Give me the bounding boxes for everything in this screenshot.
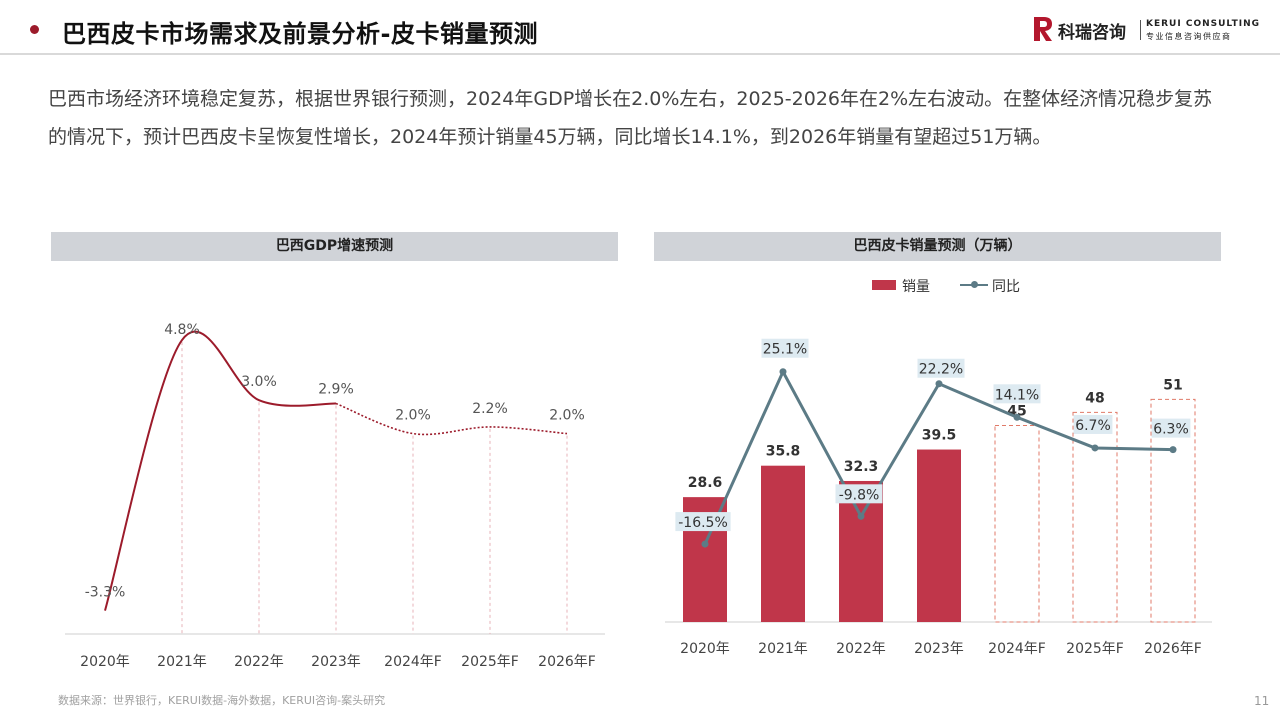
yoy-data-label: 25.1%	[763, 342, 807, 358]
legend-yoy-label: 同比	[992, 279, 1020, 295]
yoy-point	[1169, 446, 1177, 454]
sales-bar	[839, 480, 883, 622]
yoy-label-bg	[835, 484, 883, 504]
gdp-x-tick-label: 2021年	[157, 654, 207, 670]
yoy-point	[779, 368, 787, 376]
sales-x-tick-label: 2024年F	[988, 641, 1046, 657]
legend-dot-swatch	[971, 281, 978, 288]
yoy-label-bg	[1151, 418, 1191, 438]
gdp-data-label: 2.0%	[549, 408, 585, 424]
sales-bar-label: 35.8	[766, 444, 801, 460]
sales-bar-label: 32.3	[844, 459, 879, 475]
sales-bar-forecast	[1072, 411, 1118, 623]
page-header: 巴西皮卡市场需求及前景分析-皮卡销量预测 科瑞咨询 KERUI CONSULTI…	[0, 0, 1280, 58]
gdp-x-tick-label: 2022年	[234, 654, 284, 670]
yoy-point	[701, 540, 709, 548]
yoy-data-label: 6.7%	[1075, 418, 1111, 434]
sales-chart-header: 巴西皮卡销量预测（万辆）	[654, 232, 1221, 261]
gdp-x-tick-label: 2026年F	[538, 654, 596, 670]
sales-x-tick-label: 2026年F	[1144, 641, 1202, 657]
yoy-point	[1013, 413, 1021, 421]
gdp-x-tick-label: 2024年F	[384, 654, 442, 670]
sales-x-tick-label: 2020年	[680, 641, 730, 657]
gdp-x-tick-label: 2020年	[80, 654, 130, 670]
yoy-data-label: -9.8%	[839, 487, 880, 503]
logo-r-icon	[1034, 17, 1052, 41]
yoy-data-label: 22.2%	[919, 362, 963, 378]
sales-bar-label: 39.5	[922, 428, 957, 444]
data-source-note: 数据来源：世界银行，KERUI数据-海外数据，KERUI咨询-案头研究	[58, 694, 386, 707]
sales-bar-label: 48	[1085, 390, 1104, 406]
yoy-label-bg	[917, 358, 965, 378]
sales-bar-label: 51	[1163, 377, 1182, 393]
yoy-data-label: -16.5%	[678, 515, 728, 531]
sales-x-tick-label: 2023年	[914, 641, 964, 657]
yoy-data-label: 14.1%	[995, 387, 1039, 403]
sales-chart: 28.635.832.339.5454851-16.5%25.1%-9.8%22…	[665, 338, 1212, 657]
gdp-data-label: 4.8%	[164, 322, 200, 338]
yoy-data-label: 6.3%	[1153, 422, 1189, 438]
gdp-chart: -3.3% 4.8% 3.0% 2.9% 2.0% 2.2% 2.0% 2020年 2021年 2…	[65, 322, 605, 670]
yoy-label-bg	[993, 384, 1041, 404]
sales-bar-forecast	[994, 425, 1040, 623]
legend-sales-label: 销量	[902, 279, 930, 295]
sales-bar-forecast	[1150, 398, 1196, 623]
gdp-x-tick-label: 2023年	[311, 654, 361, 670]
sales-x-tick-label: 2025年F	[1066, 641, 1124, 657]
sales-x-tick-label: 2021年	[758, 641, 808, 657]
yoy-point	[935, 380, 943, 388]
gdp-data-label: 2.9%	[318, 382, 354, 398]
gdp-data-label: -3.3%	[85, 585, 126, 601]
yoy-label-bg	[761, 338, 809, 358]
gdp-data-label: 3.0%	[241, 374, 277, 390]
gdp-chart-header: 巴西GDP增速预测	[51, 232, 618, 261]
logo-separator	[1140, 20, 1141, 40]
sales-bar	[761, 465, 805, 622]
gdp-x-tick-label: 2025年F	[461, 654, 519, 670]
logo-cn-text: 科瑞咨询	[1058, 23, 1126, 43]
sales-bar-label: 28.6	[688, 475, 723, 491]
gdp-line-forecast	[335, 402, 568, 436]
yoy-label-bg	[1073, 414, 1113, 434]
sales-bar	[917, 449, 961, 622]
page-title: 巴西皮卡市场需求及前景分析-皮卡销量预测	[62, 20, 538, 48]
logo-en-subtext: 专业信息咨询供应商	[1146, 32, 1232, 41]
yoy-point	[857, 512, 865, 520]
legend-bar-swatch	[872, 280, 896, 290]
header-divider	[0, 53, 1280, 55]
sales-x-tick-label: 2022年	[836, 641, 886, 657]
yoy-label-bg	[675, 512, 731, 532]
page-number: 11	[1254, 694, 1270, 708]
gdp-data-label: 2.0%	[395, 408, 431, 424]
gdp-line-actual	[104, 330, 337, 611]
logo-en-text: KERUI CONSULTING	[1146, 19, 1261, 29]
intro-paragraph: 巴西市场经济环境稳定复苏，根据世界银行预测，2024年GDP增长在2.0%左右，…	[48, 88, 1213, 148]
title-bullet	[30, 25, 39, 34]
yoy-point	[1091, 444, 1099, 452]
gdp-data-label: 2.2%	[472, 401, 508, 417]
